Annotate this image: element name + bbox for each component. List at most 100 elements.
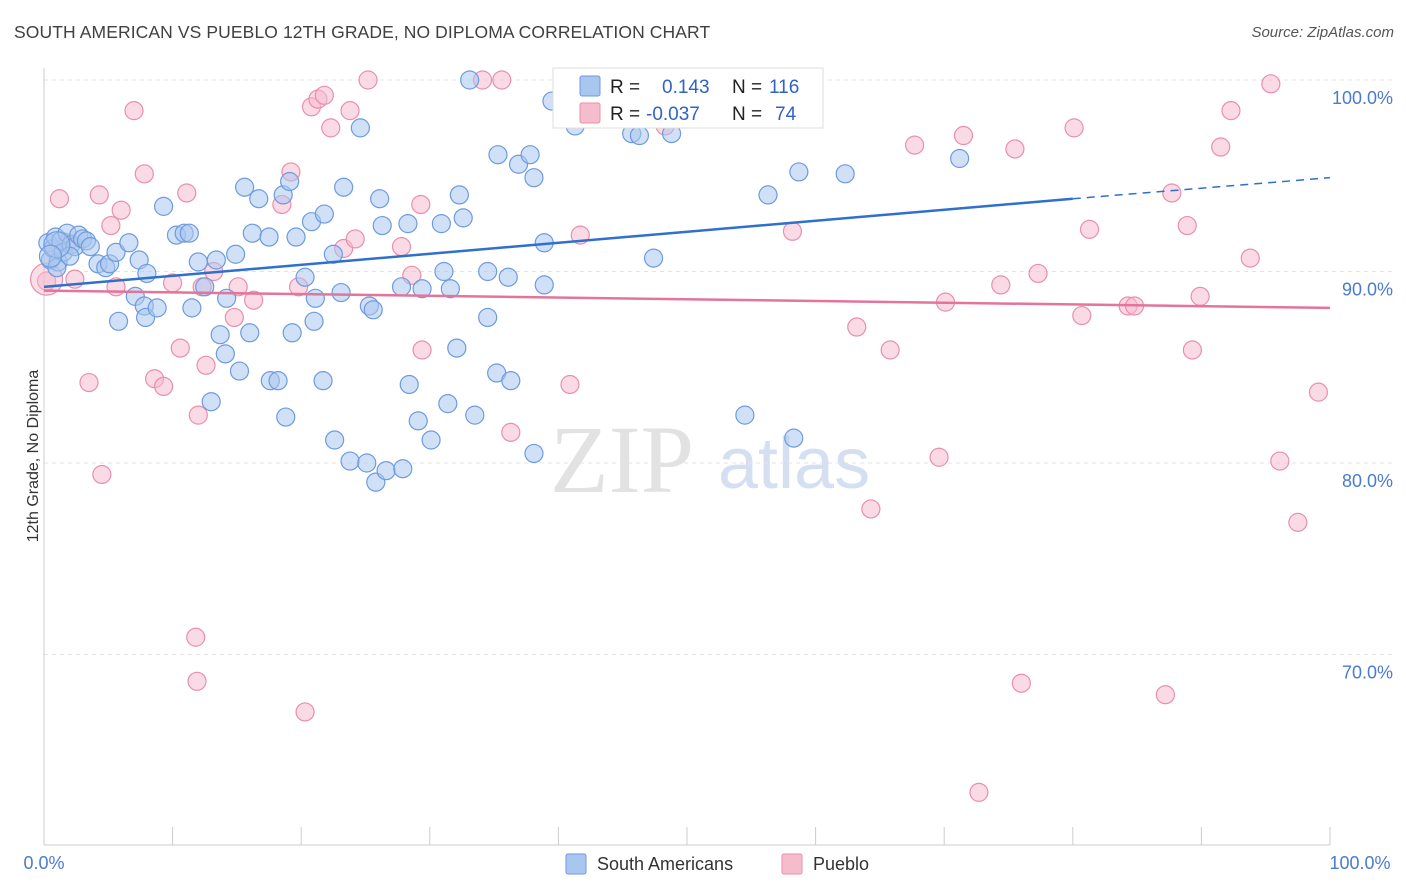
data-point — [492, 70, 512, 90]
data-point — [399, 374, 419, 395]
data-point — [313, 371, 333, 391]
data-point — [447, 338, 467, 358]
data-point — [111, 200, 131, 220]
data-point — [229, 361, 250, 381]
series-legend-label-south-americans: South Americans — [597, 854, 733, 874]
data-point — [391, 237, 412, 257]
data-point — [244, 290, 264, 310]
data-point — [376, 461, 396, 481]
series-legend: South Americans Pueblo — [565, 853, 869, 875]
data-point — [286, 227, 306, 247]
data-point — [421, 430, 441, 450]
data-point — [1011, 673, 1031, 693]
data-point — [280, 171, 300, 192]
data-point-cluster — [38, 244, 63, 268]
data-point — [629, 125, 650, 146]
y-tick-label: 80.0% — [1342, 471, 1393, 491]
data-point — [187, 671, 207, 691]
data-point — [391, 277, 412, 297]
data-point — [1005, 139, 1025, 159]
data-point — [295, 702, 315, 722]
data-point — [340, 451, 360, 471]
data-point — [195, 277, 215, 297]
data-point — [80, 237, 100, 257]
data-point — [880, 340, 900, 360]
x-tick-label-max: 100.0% — [1329, 853, 1390, 873]
data-point — [331, 282, 351, 303]
data-point — [49, 189, 70, 209]
data-point — [789, 162, 809, 182]
data-point — [784, 428, 804, 448]
data-point — [1182, 340, 1202, 360]
data-point — [408, 411, 428, 431]
data-point — [153, 196, 174, 216]
data-point — [411, 194, 431, 215]
data-point — [370, 189, 390, 209]
data-point — [782, 221, 803, 241]
legend-n-label-south-americans: N = — [732, 77, 762, 98]
data-point — [305, 288, 325, 308]
data-point — [524, 168, 544, 188]
data-point — [735, 405, 755, 425]
data-point — [282, 323, 302, 343]
data-point — [215, 344, 235, 364]
data-point — [412, 340, 432, 360]
data-point — [226, 244, 246, 264]
data-point — [188, 405, 208, 425]
y-tick-label: 90.0% — [1342, 280, 1393, 300]
data-point — [1190, 286, 1210, 306]
data-point — [478, 261, 498, 282]
data-point — [372, 215, 392, 236]
data-point — [643, 248, 664, 268]
data-point — [314, 85, 334, 105]
data-point — [196, 355, 216, 375]
data-point — [304, 311, 324, 331]
data-point — [179, 223, 199, 243]
data-point — [345, 229, 365, 249]
data-point — [488, 145, 508, 165]
legend-r-label-pueblo: R = — [610, 104, 640, 125]
data-point — [1288, 512, 1308, 532]
data-point — [969, 782, 989, 802]
data-point — [953, 125, 974, 146]
data-point — [1155, 685, 1175, 705]
data-point — [186, 627, 206, 647]
data-point — [210, 325, 230, 345]
data-point — [501, 422, 521, 442]
data-point — [79, 372, 99, 393]
data-point — [453, 208, 473, 228]
data-point — [295, 267, 315, 287]
data-point — [363, 300, 383, 320]
data-point — [1162, 183, 1182, 203]
data-point — [92, 464, 112, 485]
data-point — [434, 261, 454, 282]
data-point — [134, 164, 154, 184]
data-point — [321, 118, 341, 138]
data-point — [1064, 118, 1084, 138]
data-point — [449, 185, 469, 205]
data-point — [325, 430, 345, 450]
source-credit: Source: ZipAtlas.com — [1251, 24, 1394, 41]
data-point — [905, 135, 925, 155]
data-point — [1221, 101, 1241, 121]
data-point — [991, 275, 1011, 295]
legend-r-value-pueblo: -0.037 — [646, 104, 700, 125]
data-point — [498, 267, 518, 287]
data-point — [170, 338, 190, 358]
data-point — [440, 279, 460, 299]
data-point — [560, 374, 580, 395]
y-tick-label: 70.0% — [1342, 663, 1393, 683]
data-point — [268, 371, 288, 391]
data-point — [188, 252, 208, 272]
data-point — [242, 223, 262, 243]
data-point — [929, 447, 949, 467]
data-point — [106, 242, 126, 262]
series-legend-swatch-pueblo — [781, 853, 803, 875]
data-point — [1270, 451, 1290, 471]
data-point — [276, 407, 296, 427]
x-tick-label-min: 0.0% — [23, 853, 64, 873]
data-point — [153, 376, 174, 396]
data-point — [357, 453, 377, 473]
x-ticks — [43, 827, 1331, 845]
legend-n-value-south-americans: 116 — [769, 77, 799, 98]
